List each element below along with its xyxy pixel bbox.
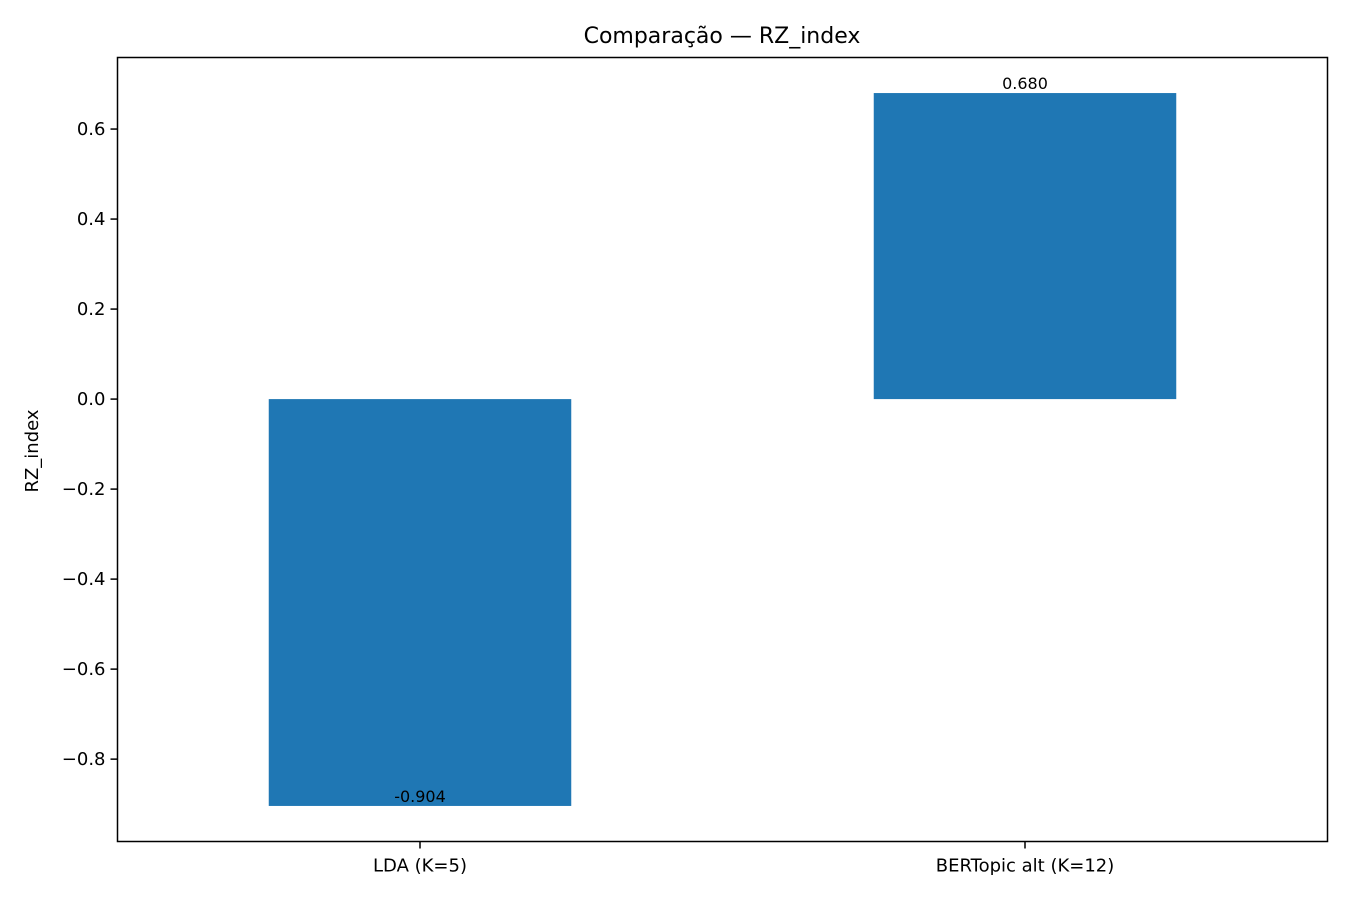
x-tick-label-1: BERTopic alt (K=12) (936, 856, 1115, 877)
y-tick-label-2: 0.2 (77, 299, 106, 320)
y-tick-label-1: 0.4 (77, 209, 106, 230)
axis-ticks: LDA (K=5) BERTopic alt (K=12) 0.6 0.4 0.2 0.0… (62, 119, 1115, 876)
y-tick-label-0: 0.6 (77, 119, 106, 140)
y-axis-label: RZ_index (22, 409, 43, 492)
y-tick-label-7: −0.8 (62, 749, 106, 770)
y-tick-label-5: −0.4 (62, 569, 106, 590)
bar-value-label-0: -0.904 (394, 787, 446, 806)
y-tick-label-4: −0.2 (62, 479, 106, 500)
bar-0 (268, 399, 572, 806)
bar-value-label-1: 0.680 (1002, 74, 1048, 93)
bars: -0.904 0.680 (268, 74, 1177, 806)
y-tick-label-3: 0.0 (77, 389, 106, 410)
x-tick-label-0: LDA (K=5) (373, 856, 467, 877)
chart-title: Comparação — RZ_index (584, 24, 861, 49)
plot-frame (116, 56, 1329, 843)
bar-1 (873, 93, 1177, 400)
y-tick-label-6: −0.6 (62, 659, 106, 680)
